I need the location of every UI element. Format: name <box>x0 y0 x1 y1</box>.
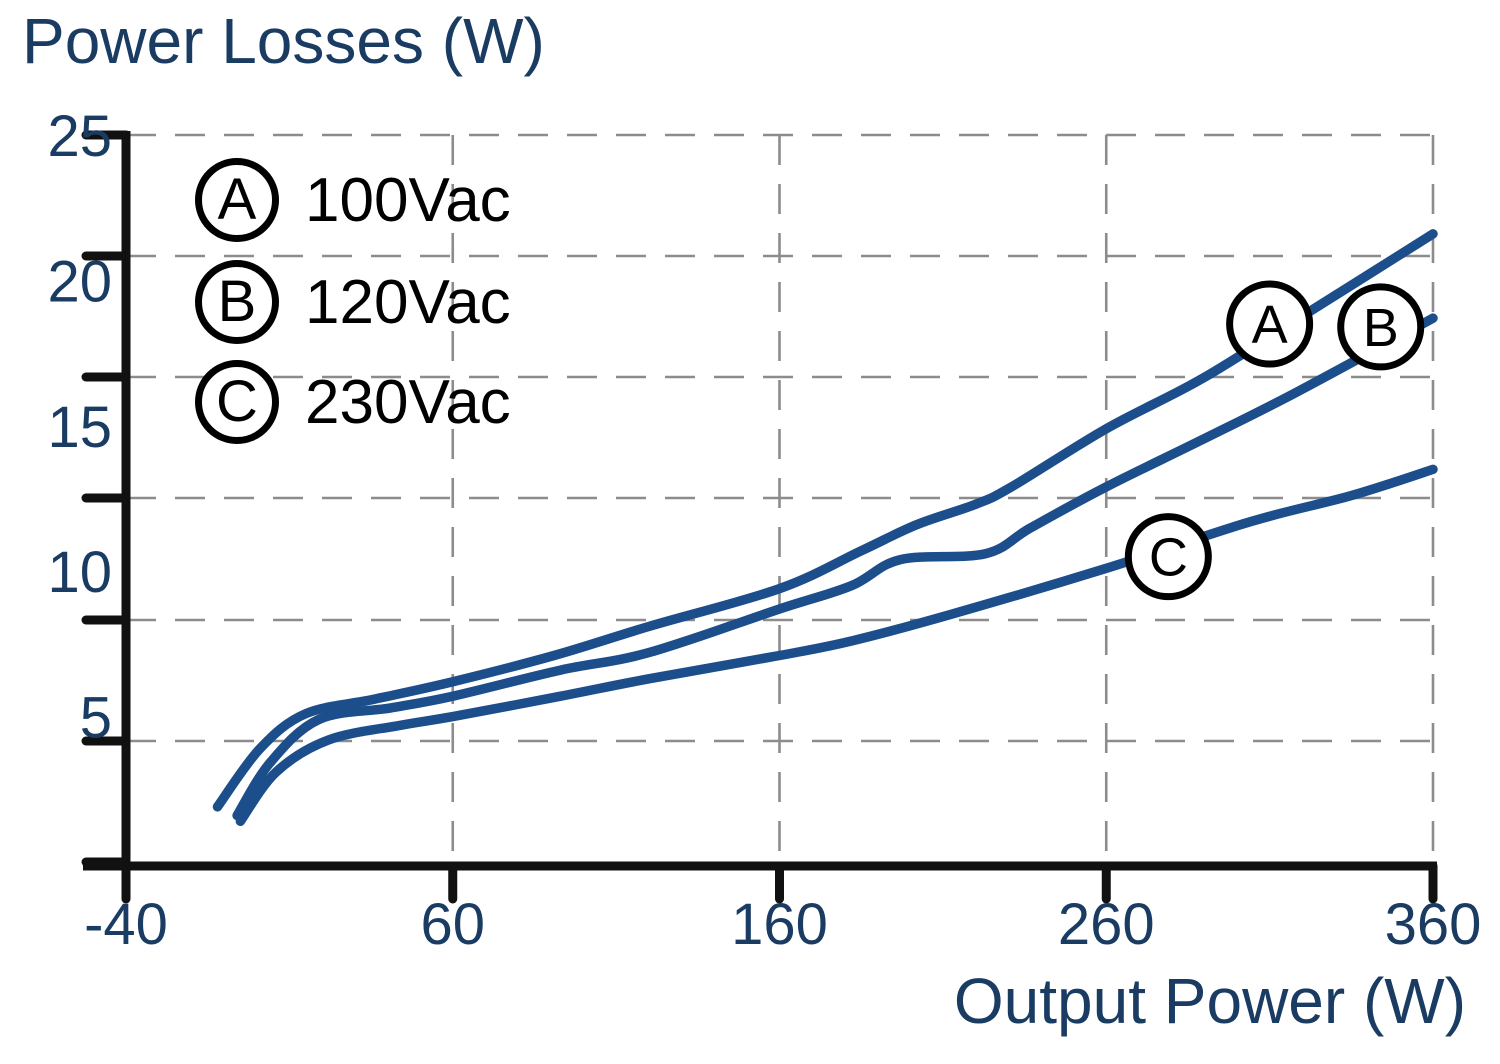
x-tick-label: 160 <box>731 892 828 957</box>
x-tick-label: 260 <box>1058 892 1155 957</box>
curve-marker-circle-b <box>1337 283 1425 371</box>
x-tick-label: -40 <box>84 892 168 957</box>
y-tick-label: 20 <box>47 249 112 314</box>
curve-marker-letter-b: B <box>1363 298 1399 358</box>
y-tick-label: 25 <box>47 104 112 169</box>
x-tick-label: 60 <box>420 892 485 957</box>
curve-marker-letter-c: C <box>1149 528 1188 588</box>
y-tick-label: 5 <box>80 686 112 751</box>
curve-marker-circle-a <box>1226 280 1314 368</box>
y-tick-label: 15 <box>47 395 112 460</box>
curve-marker-circle-c <box>1124 513 1212 601</box>
x-axis-title: Output Power (W) <box>953 965 1466 1037</box>
curve-c <box>235 464 1438 827</box>
y-tick-label: 10 <box>47 540 112 605</box>
curve-marker-letter-a: A <box>1252 295 1288 355</box>
curve-a <box>212 229 1438 812</box>
x-tick-label: 360 <box>1385 892 1482 957</box>
curve-b <box>232 313 1438 821</box>
y-axis-title: Power Losses (W) <box>22 5 545 77</box>
